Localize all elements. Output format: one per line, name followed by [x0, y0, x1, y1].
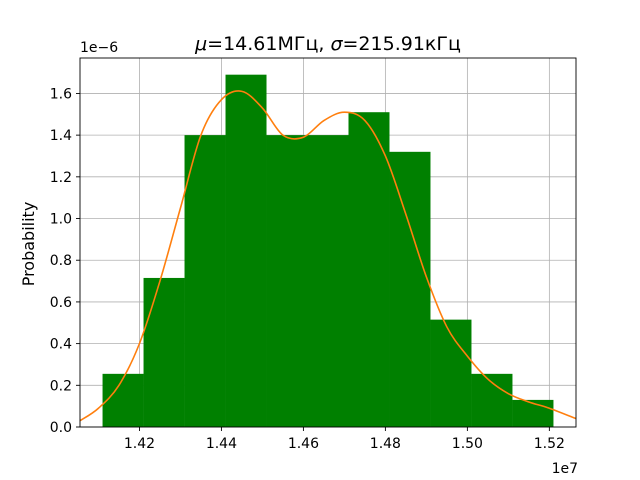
y-tick-label: 0.6 [50, 295, 72, 311]
histogram-bar [184, 135, 226, 427]
y-tick-label: 0.4 [50, 337, 72, 353]
x-tick-label: 1.50 [452, 436, 483, 452]
y-tick-label: 0.2 [50, 378, 72, 394]
plot-frame [79, 57, 577, 428]
y-tick-label: 1.4 [50, 128, 72, 144]
x-tick-label: 1.46 [288, 436, 319, 452]
histogram-bar [512, 399, 554, 427]
x-tick-label: 1.52 [534, 436, 565, 452]
density-curve [79, 90, 577, 422]
y-tick-label: 0.8 [50, 253, 72, 269]
x-offset-label: 1e7 [552, 461, 578, 477]
chart-title: μ=14.61МГц, σ=215.91кГц [194, 33, 461, 55]
y-tick-label: 1.6 [50, 86, 72, 102]
histogram-bar [307, 135, 349, 427]
y-axis-label: Probability [19, 202, 38, 287]
y-offset-label: 1e−6 [80, 40, 118, 56]
x-tick-label: 1.44 [206, 436, 237, 452]
histogram-bar [430, 319, 472, 427]
histogram-bar [266, 135, 308, 427]
y-tick-label: 1.2 [50, 170, 72, 186]
histogram-bar [143, 277, 185, 427]
x-tick-label: 1.42 [124, 436, 155, 452]
y-tick-label: 0.0 [50, 420, 72, 436]
histogram-bar [348, 112, 390, 427]
x-tick-label: 1.48 [370, 436, 401, 452]
histogram-bar [102, 373, 144, 427]
histogram-bar [389, 151, 431, 428]
y-tick-label: 1.0 [50, 212, 72, 228]
histogram-bar [225, 74, 267, 427]
